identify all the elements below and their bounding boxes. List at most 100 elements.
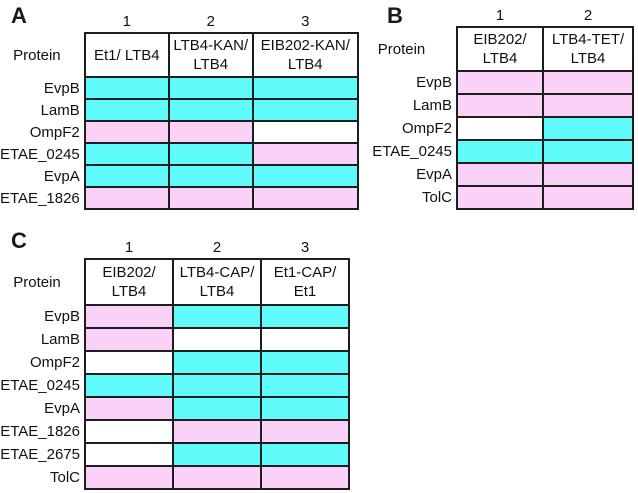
matrix-cell bbox=[167, 98, 254, 122]
table-row: EvpB bbox=[357, 70, 634, 95]
protein-row-label: ETAE_1826 bbox=[0, 423, 80, 440]
table-row: LamB bbox=[0, 98, 359, 122]
matrix-cell bbox=[83, 164, 170, 188]
protein-row-label: OmpF2 bbox=[401, 120, 452, 137]
matrix-cell bbox=[542, 185, 634, 210]
column-number: 1 bbox=[122, 13, 131, 30]
matrix-cell bbox=[84, 304, 174, 329]
matrix-cell bbox=[251, 76, 359, 100]
matrix-cell bbox=[83, 120, 170, 144]
matrix-cell bbox=[456, 185, 544, 210]
panel-label: B bbox=[387, 3, 404, 28]
table-row: ETAE_2675 bbox=[0, 442, 350, 467]
protein-row-label: OmpF2 bbox=[29, 123, 80, 141]
matrix-cell bbox=[172, 350, 262, 375]
table-row: TolC bbox=[357, 185, 634, 210]
table-row: OmpF2 bbox=[0, 120, 359, 144]
matrix-cell bbox=[456, 116, 544, 141]
matrix-cell bbox=[251, 120, 359, 144]
protein-row-label: OmpF2 bbox=[29, 354, 80, 371]
matrix-cell bbox=[260, 396, 350, 421]
protein-row-label: EvpA bbox=[416, 166, 452, 183]
header-row: Protein Et1/ LTB4 LTB4-KAN/ LTB4 EIB202-KAN… bbox=[0, 32, 359, 78]
table-row: ETAE_1826 bbox=[0, 419, 350, 444]
protein-row-label: LamB bbox=[40, 331, 80, 348]
column-number: 1 bbox=[495, 7, 505, 24]
table-row: EvpA bbox=[357, 162, 634, 187]
matrix-cell bbox=[260, 442, 350, 467]
header-row: Protein EIB202/ LTB4 LTB4-CAP/ LTB4 Et1-CAP… bbox=[0, 258, 350, 306]
matrix-cell bbox=[172, 373, 262, 398]
matrix-cell bbox=[260, 350, 350, 375]
matrix-cell bbox=[251, 164, 359, 188]
table-row: LamB bbox=[0, 327, 350, 352]
protein-column-header: Protein bbox=[377, 40, 426, 58]
panel-b-table: 1 2 Protein EIB202/ LTB4 LTB4-TET/ LTB4 EvpB L… bbox=[357, 4, 634, 210]
matrix-cell bbox=[84, 350, 174, 375]
strain-ratio-header: LTB4-CAP/ LTB4 bbox=[172, 258, 262, 306]
column-number-row: 1 2 3 bbox=[0, 10, 358, 33]
strain-ratio-header: LTB4-TET/ LTB4 bbox=[542, 26, 634, 72]
protein-row-label: EvpB bbox=[416, 74, 452, 91]
table-row: EvpA bbox=[0, 164, 359, 188]
protein-row-label: EvpA bbox=[44, 400, 80, 417]
column-number: 2 bbox=[583, 7, 593, 24]
matrix-cell bbox=[84, 373, 174, 398]
matrix-cell bbox=[542, 70, 634, 95]
matrix-cell bbox=[83, 98, 170, 122]
matrix-cell bbox=[251, 142, 359, 166]
matrix-cell bbox=[172, 442, 262, 467]
table-row: EvpA bbox=[0, 396, 350, 421]
protein-row-label: LamB bbox=[40, 101, 80, 119]
strain-ratio-header: EIB202/ LTB4 bbox=[456, 26, 544, 72]
strain-ratio-header: EIB202-KAN/ LTB4 bbox=[251, 32, 359, 78]
protein-row-label: ETAE_0245 bbox=[0, 145, 80, 163]
matrix-cell bbox=[172, 465, 262, 490]
matrix-cell bbox=[260, 373, 350, 398]
column-number: 3 bbox=[300, 239, 310, 256]
matrix-cell bbox=[167, 164, 254, 188]
matrix-cell bbox=[542, 93, 634, 118]
matrix-cell bbox=[260, 465, 350, 490]
matrix-cell bbox=[84, 327, 174, 352]
matrix-cell bbox=[84, 442, 174, 467]
column-number: 2 bbox=[212, 239, 222, 256]
protein-column-header: Protein bbox=[13, 273, 61, 291]
column-number-row: 1 2 3 bbox=[0, 236, 349, 259]
matrix-cell bbox=[456, 139, 544, 164]
matrix-cell bbox=[542, 116, 634, 141]
protein-row-label: TolC bbox=[421, 189, 452, 206]
strain-ratio-header: Et1/ LTB4 bbox=[83, 32, 170, 78]
matrix-cell bbox=[172, 419, 262, 444]
protein-row-label: ETAE_1826 bbox=[0, 189, 80, 207]
protein-row-label: TolC bbox=[49, 469, 80, 486]
table-row: ETAE_0245 bbox=[357, 139, 634, 164]
matrix-cell bbox=[172, 396, 262, 421]
column-number: 2 bbox=[206, 13, 215, 30]
matrix-cell bbox=[251, 98, 359, 122]
matrix-cell bbox=[84, 419, 174, 444]
spacer bbox=[0, 236, 85, 259]
matrix-cell bbox=[260, 419, 350, 444]
strain-ratio-header: LTB4-KAN/ LTB4 bbox=[167, 32, 254, 78]
table-row: TolC bbox=[0, 465, 350, 490]
protein-row-label: ETAE_0245 bbox=[372, 143, 452, 160]
matrix-cell bbox=[251, 186, 359, 210]
protein-row-label: ETAE_0245 bbox=[0, 377, 80, 394]
panel-a-table: 1 2 3 Protein Et1/ LTB4 LTB4-KAN/ LTB4 EIB202-… bbox=[0, 10, 359, 210]
panel-label: C bbox=[11, 228, 28, 253]
table-row: EvpB bbox=[0, 76, 359, 100]
strain-ratio-header: EIB202/ LTB4 bbox=[84, 258, 174, 306]
panel-c-table: 1 2 3 Protein EIB202/ LTB4 LTB4-CAP/ LTB4 Et1-… bbox=[0, 236, 350, 490]
matrix-cell bbox=[83, 76, 170, 100]
table-row: EvpB bbox=[0, 304, 350, 329]
matrix-cell bbox=[83, 186, 170, 210]
header-row: Protein EIB202/ LTB4 LTB4-TET/ LTB4 bbox=[357, 26, 634, 72]
table-row: OmpF2 bbox=[357, 116, 634, 141]
matrix-cell bbox=[167, 186, 254, 210]
matrix-cell bbox=[456, 70, 544, 95]
matrix-cell bbox=[260, 327, 350, 352]
matrix-cell bbox=[172, 327, 262, 352]
matrix-cell bbox=[84, 396, 174, 421]
